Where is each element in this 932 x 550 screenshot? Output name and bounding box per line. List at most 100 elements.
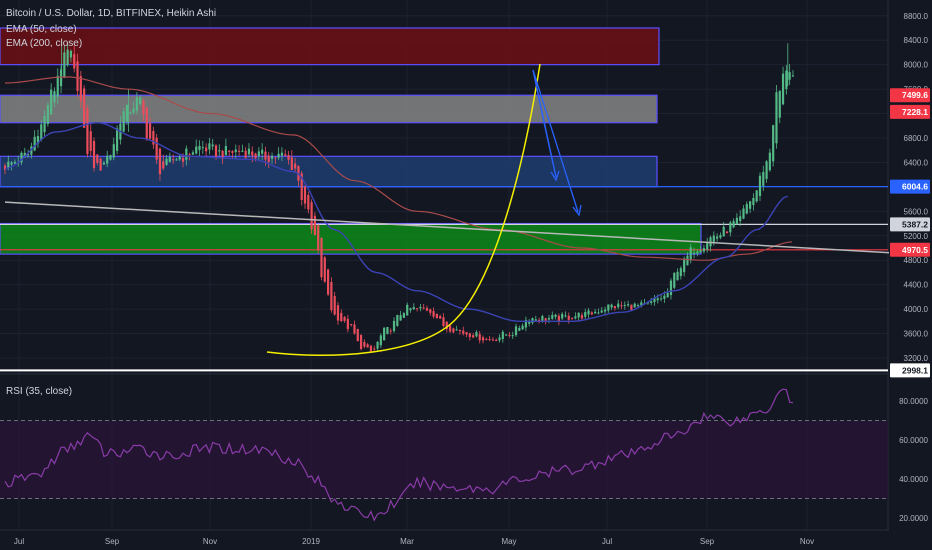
ema50-legend[interactable]: EMA (50, close)	[6, 24, 77, 35]
candle-body-203	[673, 272, 676, 288]
candle-body-7	[26, 154, 30, 156]
candle-body-142	[472, 335, 475, 338]
candle-body-65	[218, 150, 221, 152]
price-axis-bg	[889, 0, 932, 550]
candle-body-77	[257, 151, 260, 156]
candle-body-232	[768, 152, 771, 171]
price-tag-label: 5387.2	[902, 219, 928, 229]
candle-body-88	[294, 163, 297, 169]
candle-body-119	[396, 315, 399, 326]
candle-body-183	[607, 304, 610, 311]
rsi-legend[interactable]: RSI (35, close)	[6, 386, 73, 397]
candle-body-228	[755, 190, 758, 202]
candle-body-196	[650, 301, 653, 303]
candle-body-191	[633, 303, 636, 308]
candle-body-170	[564, 315, 567, 317]
candle-body-12	[43, 115, 46, 133]
rsi-background-band	[0, 420, 888, 499]
price-tag-bg-h1	[890, 217, 930, 232]
rsi-tick-label: 60.0000	[899, 436, 928, 445]
candle-body-205	[679, 268, 682, 277]
candle-body-199	[659, 298, 663, 300]
candle-body-135	[448, 325, 452, 332]
candle-body-76	[254, 153, 257, 159]
candle-body-207	[686, 255, 689, 266]
candle-body-62	[208, 143, 211, 150]
candle-body-61	[205, 147, 208, 152]
ema200-legend[interactable]: EMA (200, close)	[6, 38, 83, 49]
candle-body-60	[201, 147, 204, 149]
candle-body-59	[198, 145, 201, 151]
time-tick-label: Mar	[400, 537, 414, 546]
candle-body-147	[488, 339, 491, 341]
candle-body-96	[320, 237, 323, 278]
candle-body-108	[359, 334, 363, 350]
candle-body-33	[112, 144, 115, 158]
price-tag-bg-h3	[890, 363, 930, 378]
candle-body-167	[554, 314, 557, 317]
arrow-curve	[532, 69, 557, 178]
candle-body-157	[521, 325, 524, 330]
candle-body-238	[788, 72, 791, 80]
price-tick-label: 8800.0	[904, 12, 929, 21]
candle-body-67	[224, 146, 227, 155]
candle-body-136	[452, 328, 455, 333]
candle-body-25	[86, 108, 89, 155]
candle-body-201	[666, 292, 669, 298]
candle-body-130	[432, 311, 435, 317]
candle-body-55	[185, 148, 188, 160]
candle-body-107	[356, 328, 359, 341]
candle-body-69	[231, 151, 234, 153]
candle-body-44	[148, 123, 152, 139]
candle-body-193	[640, 302, 643, 306]
zone-3	[0, 222, 702, 255]
candle-body-13	[46, 104, 49, 124]
candle-body-129	[429, 309, 432, 313]
candle-body-211	[699, 250, 702, 253]
candle-body-11	[40, 124, 43, 140]
symbol-title[interactable]: Bitcoin / U.S. Dollar, 1D, BITFINEX, Hei…	[6, 8, 217, 19]
candle-body-182	[603, 309, 607, 312]
rsi-tick-label: 20.0000	[899, 514, 928, 523]
candle-body-239	[791, 75, 795, 77]
candle-body-99	[330, 281, 333, 311]
candle-body-154	[511, 335, 514, 337]
candle-body-148	[491, 339, 495, 341]
candle-body-111	[369, 345, 373, 352]
candle-body-149	[495, 339, 498, 342]
candle-body-47	[158, 148, 162, 175]
candle-body-173	[574, 316, 577, 319]
resistance-support-zones	[0, 27, 702, 255]
candle-body-206	[683, 258, 686, 273]
time-tick-label: Sep	[105, 537, 120, 546]
price-tag-bg-t1	[890, 104, 930, 119]
candle-body-150	[498, 337, 501, 341]
candle-body-6	[23, 152, 26, 158]
candle-body-184	[610, 304, 613, 308]
price-tag-bg-h0	[890, 179, 930, 194]
candle-body-92	[307, 195, 310, 210]
candle-body-58	[195, 146, 198, 154]
rsi-band-fill	[0, 420, 888, 499]
drawings[interactable]	[4, 63, 932, 357]
candle-body-75	[251, 151, 254, 156]
candle-body-14	[50, 89, 53, 115]
candle-body-5	[20, 152, 23, 163]
candle-body-223	[739, 216, 742, 222]
candle-body-169	[561, 313, 564, 319]
candle-body-79	[264, 151, 267, 160]
candle-body-45	[152, 130, 155, 145]
candle-body-126	[419, 306, 422, 309]
candle-body-178	[590, 312, 593, 315]
candle-body-68	[228, 150, 231, 152]
candle-body-144	[478, 334, 481, 341]
candle-body-73	[244, 150, 247, 158]
price-tag-bg-t0	[890, 88, 930, 103]
candle-body-72	[241, 150, 244, 152]
candle-body-208	[689, 247, 692, 261]
candle-body-37	[125, 104, 129, 122]
candle-body-105	[350, 324, 353, 326]
candle-body-80	[267, 155, 270, 163]
candle-body-24	[83, 88, 86, 128]
